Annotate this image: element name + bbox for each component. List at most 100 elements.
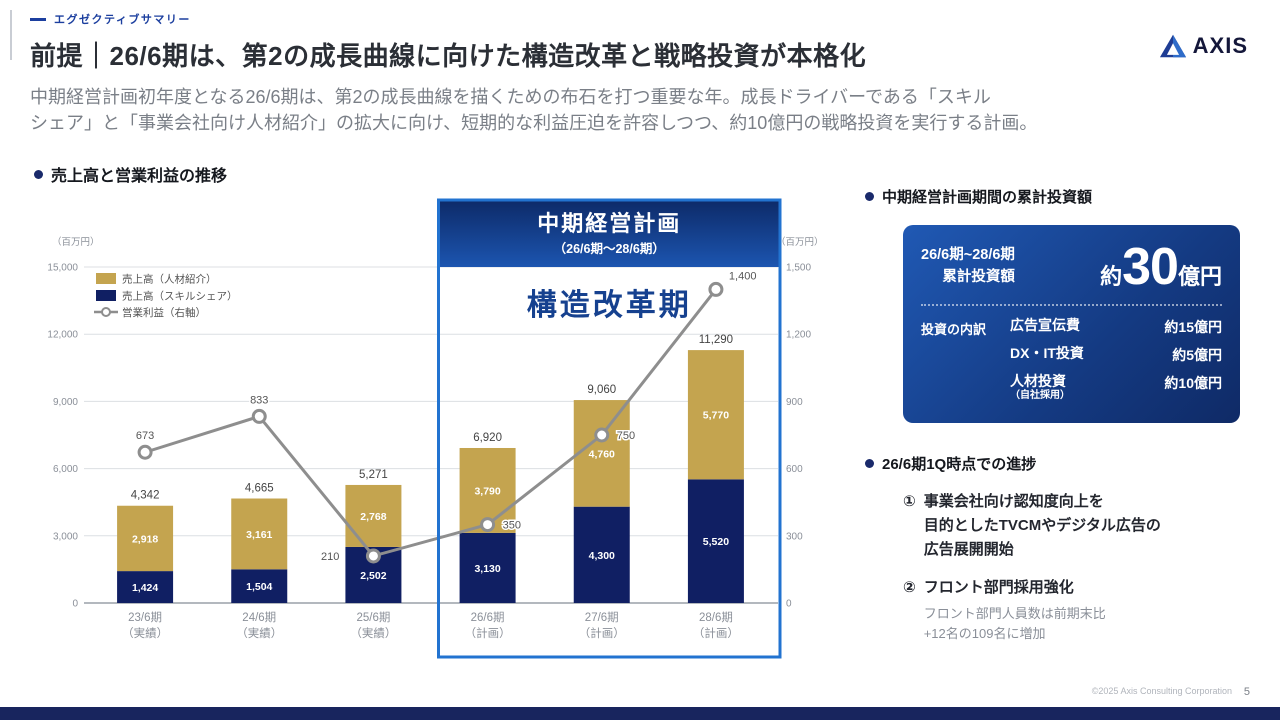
svg-text:5,770: 5,770 <box>703 410 729 422</box>
svg-text:1,424: 1,424 <box>132 582 158 594</box>
svg-text:構造改革期: 構造改革期 <box>527 289 692 322</box>
svg-text:0: 0 <box>72 599 78 610</box>
svg-text:25/6期: 25/6期 <box>356 611 390 624</box>
investment-amount: 約 30 億円 <box>1100 241 1222 293</box>
svg-text:5,271: 5,271 <box>359 469 388 481</box>
svg-text:営業利益（右軸）: 営業利益（右軸） <box>122 306 206 319</box>
svg-text:2,502: 2,502 <box>360 570 386 582</box>
breakdown-note: （自社採用） <box>1010 389 1071 401</box>
lead-paragraph: 中期経営計画初年度となる26/6期は、第2の成長曲線を描くための布石を打つ重要な… <box>30 87 1038 134</box>
chart-heading-label: 売上高と営業利益の推移 <box>51 168 228 185</box>
svg-text:3,000: 3,000 <box>53 531 78 542</box>
investment-card: 26/6期~28/6期 累計投資額 約 30 億円 投資の内訳 広告宣伝費 約1… <box>903 225 1240 423</box>
svg-text:12,000: 12,000 <box>47 330 78 341</box>
svg-text:2,768: 2,768 <box>360 511 386 523</box>
svg-text:6,000: 6,000 <box>53 464 78 475</box>
svg-text:（計画）: （計画） <box>465 626 511 640</box>
svg-text:（計画）: （計画） <box>693 626 739 640</box>
breakdown-row: 広告宣伝費 約15億円 <box>1010 317 1222 337</box>
svg-text:350: 350 <box>503 520 521 532</box>
svg-text:4,342: 4,342 <box>131 490 160 502</box>
investment-breakdown: 投資の内訳 広告宣伝費 約15億円 DX・IT投資 約5億円 人材投資 （自社採… <box>921 317 1222 402</box>
investment-summary-row: 26/6期~28/6期 累計投資額 約 30 億円 <box>921 241 1222 293</box>
progress-item: ① 事業会社向け認知度向上を 目的としたTVCMやデジタル広告の 広告展開開始 <box>903 490 1257 562</box>
breakdown-value: 約10億円 <box>1164 375 1222 391</box>
svg-text:（実績）: （実績） <box>236 626 282 640</box>
progress-item: ② フロント部門採用強化 フロント部門人員数は前期末比 +12名の109名に増加 <box>903 576 1257 643</box>
svg-text:9,000: 9,000 <box>53 397 78 408</box>
svg-text:5,520: 5,520 <box>703 536 729 548</box>
eyebrow-dash <box>30 17 46 21</box>
progress-item-number: ② <box>903 579 916 596</box>
svg-text:24/6期: 24/6期 <box>242 611 276 624</box>
bullet-icon <box>865 459 874 468</box>
svg-text:1,400: 1,400 <box>729 270 757 282</box>
investment-period-line2: 累計投資額 <box>942 269 1015 285</box>
svg-text:4,300: 4,300 <box>589 550 615 562</box>
left-accent-rule <box>10 10 12 60</box>
progress-heading: 26/6期1Q時点での進捗 <box>865 453 1257 474</box>
svg-text:（百万円）: （百万円） <box>776 236 824 248</box>
svg-text:210: 210 <box>321 551 339 563</box>
svg-text:4,760: 4,760 <box>589 448 615 460</box>
breakdown-name-text: 人材投資 <box>1010 373 1067 389</box>
svg-text:3,790: 3,790 <box>474 485 500 497</box>
svg-text:1,200: 1,200 <box>786 330 811 341</box>
svg-text:600: 600 <box>786 464 803 475</box>
svg-text:2,918: 2,918 <box>132 533 158 545</box>
progress-item-number: ① <box>903 493 916 510</box>
chart-section-heading: 売上高と営業利益の推移 <box>34 162 227 186</box>
right-panel: 中期経営計画期間の累計投資額 26/6期~28/6期 累計投資額 約 30 億円… <box>865 186 1257 657</box>
progress-list: ① 事業会社向け認知度向上を 目的としたTVCMやデジタル広告の 広告展開開始 … <box>903 490 1257 643</box>
page-title: 前提｜26/6期は、第2の成長曲線に向けた構造改革と戦略投資が本格化 <box>30 41 867 71</box>
svg-text:3,161: 3,161 <box>246 529 272 541</box>
svg-text:3,130: 3,130 <box>474 563 500 575</box>
amount-suffix: 億円 <box>1177 264 1222 289</box>
investment-period-line1: 26/6期~28/6期 <box>921 247 1015 264</box>
breakdown-name: 広告宣伝費 <box>1010 317 1081 333</box>
bullet-icon <box>34 169 43 179</box>
progress-heading-label: 26/6期1Q時点での進捗 <box>882 456 1037 473</box>
amount-value: 30 <box>1122 238 1179 296</box>
eyebrow: エグゼクティブサマリー <box>30 11 191 27</box>
breakdown-row: 人材投資 （自社採用） 約10億円 <box>1010 373 1222 402</box>
svg-text:11,290: 11,290 <box>699 334 733 346</box>
svg-text:26/6期: 26/6期 <box>471 611 505 624</box>
svg-text:750: 750 <box>617 430 635 442</box>
bullet-icon <box>865 192 874 201</box>
svg-text:833: 833 <box>250 394 268 406</box>
revenue-profit-combo-chart: 0 3,000 6,000 9,000 12,000 15,000 0 300 600 900 1,… <box>47 198 824 659</box>
breakdown-row: DX・IT投資 約5億円 <box>1010 345 1222 365</box>
copyright: ©2025 Axis Consulting Corporation <box>1091 686 1232 696</box>
bottom-accent-bar <box>0 707 1280 720</box>
svg-text:673: 673 <box>136 430 154 442</box>
eyebrow-label: エグゼクティブサマリー <box>54 14 191 26</box>
svg-text:売上高（スキルシェア）: 売上高（スキルシェア） <box>122 290 238 303</box>
svg-text:6,920: 6,920 <box>473 432 502 444</box>
dotted-divider <box>921 304 1222 306</box>
svg-text:中期経営計画: 中期経営計画 <box>537 211 681 236</box>
svg-text:（実績）: （実績） <box>122 626 168 640</box>
svg-text:売上高（人材紹介）: 売上高（人材紹介） <box>122 273 217 286</box>
svg-text:（26/6期～28/6期）: （26/6期～28/6期） <box>554 241 665 256</box>
breakdown-value: 約5億円 <box>1172 347 1222 363</box>
progress-item-detail: フロント部門人員数は前期末比 +12名の109名に増加 <box>923 606 1106 641</box>
svg-text:1,500: 1,500 <box>786 263 811 274</box>
svg-text:27/6期: 27/6期 <box>585 611 619 624</box>
breakdown-name: DX・IT投資 <box>1010 345 1084 361</box>
amount-prefix: 約 <box>1100 264 1123 289</box>
page-number: 5 <box>1243 686 1250 698</box>
svg-text:15,000: 15,000 <box>47 263 78 274</box>
progress-item-title: フロント部門採用強化 <box>923 579 1074 596</box>
svg-text:（計画）: （計画） <box>579 626 625 640</box>
svg-text:（百万円）: （百万円） <box>52 236 100 248</box>
svg-text:0: 0 <box>786 599 792 610</box>
svg-text:300: 300 <box>786 531 803 542</box>
investment-period: 26/6期~28/6期 累計投資額 <box>921 245 1015 289</box>
svg-text:4,665: 4,665 <box>245 483 274 495</box>
breakdown-rows: 広告宣伝費 約15億円 DX・IT投資 約5億円 人材投資 （自社採用） 約10… <box>1002 317 1222 402</box>
investment-heading-label: 中期経営計画期間の累計投資額 <box>882 189 1093 206</box>
svg-text:1,504: 1,504 <box>246 581 272 593</box>
breakdown-value: 約15億円 <box>1164 319 1222 335</box>
svg-text:23/6期: 23/6期 <box>128 611 162 624</box>
